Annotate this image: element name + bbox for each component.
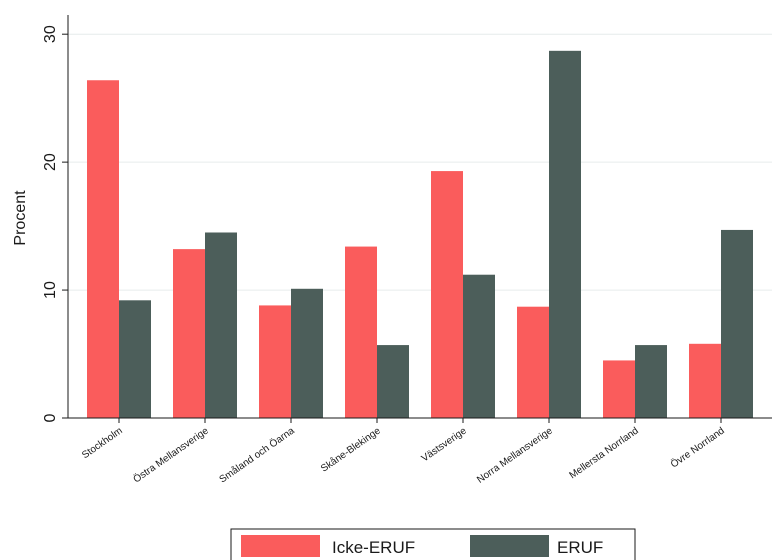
bar-icke-eruf — [87, 80, 119, 418]
bar-eruf — [377, 345, 409, 418]
bar-eruf — [291, 288, 323, 418]
bar-eruf — [119, 300, 151, 418]
legend: Icke-ERUF ERUF — [230, 528, 636, 560]
legend-label: Icke-ERUF — [332, 538, 415, 557]
legend-swatch — [241, 535, 320, 557]
y-tick-label: 30 — [42, 25, 59, 43]
bar-icke-eruf — [603, 360, 635, 418]
legend-swatch — [470, 535, 549, 557]
bar-eruf — [463, 274, 495, 418]
bar-icke-eruf — [173, 249, 205, 418]
bar-icke-eruf — [689, 343, 721, 418]
bar-icke-eruf — [259, 305, 291, 418]
bar-eruf — [549, 50, 581, 418]
y-tick-label: 20 — [42, 153, 59, 171]
bar-eruf — [635, 345, 667, 418]
y-axis-title: Procent — [12, 190, 29, 246]
bars — [87, 50, 753, 418]
y-tick-label: 10 — [42, 281, 59, 299]
bar-eruf — [205, 232, 237, 418]
bar-icke-eruf — [517, 306, 549, 418]
y-tick-label: 0 — [42, 413, 59, 422]
bar-icke-eruf — [431, 171, 463, 418]
bar-icke-eruf — [345, 246, 377, 418]
legend-label: ERUF — [557, 538, 603, 557]
axes — [67, 15, 772, 419]
y-ticks: 0 10 20 30 — [42, 25, 68, 422]
bar-eruf — [721, 229, 753, 418]
